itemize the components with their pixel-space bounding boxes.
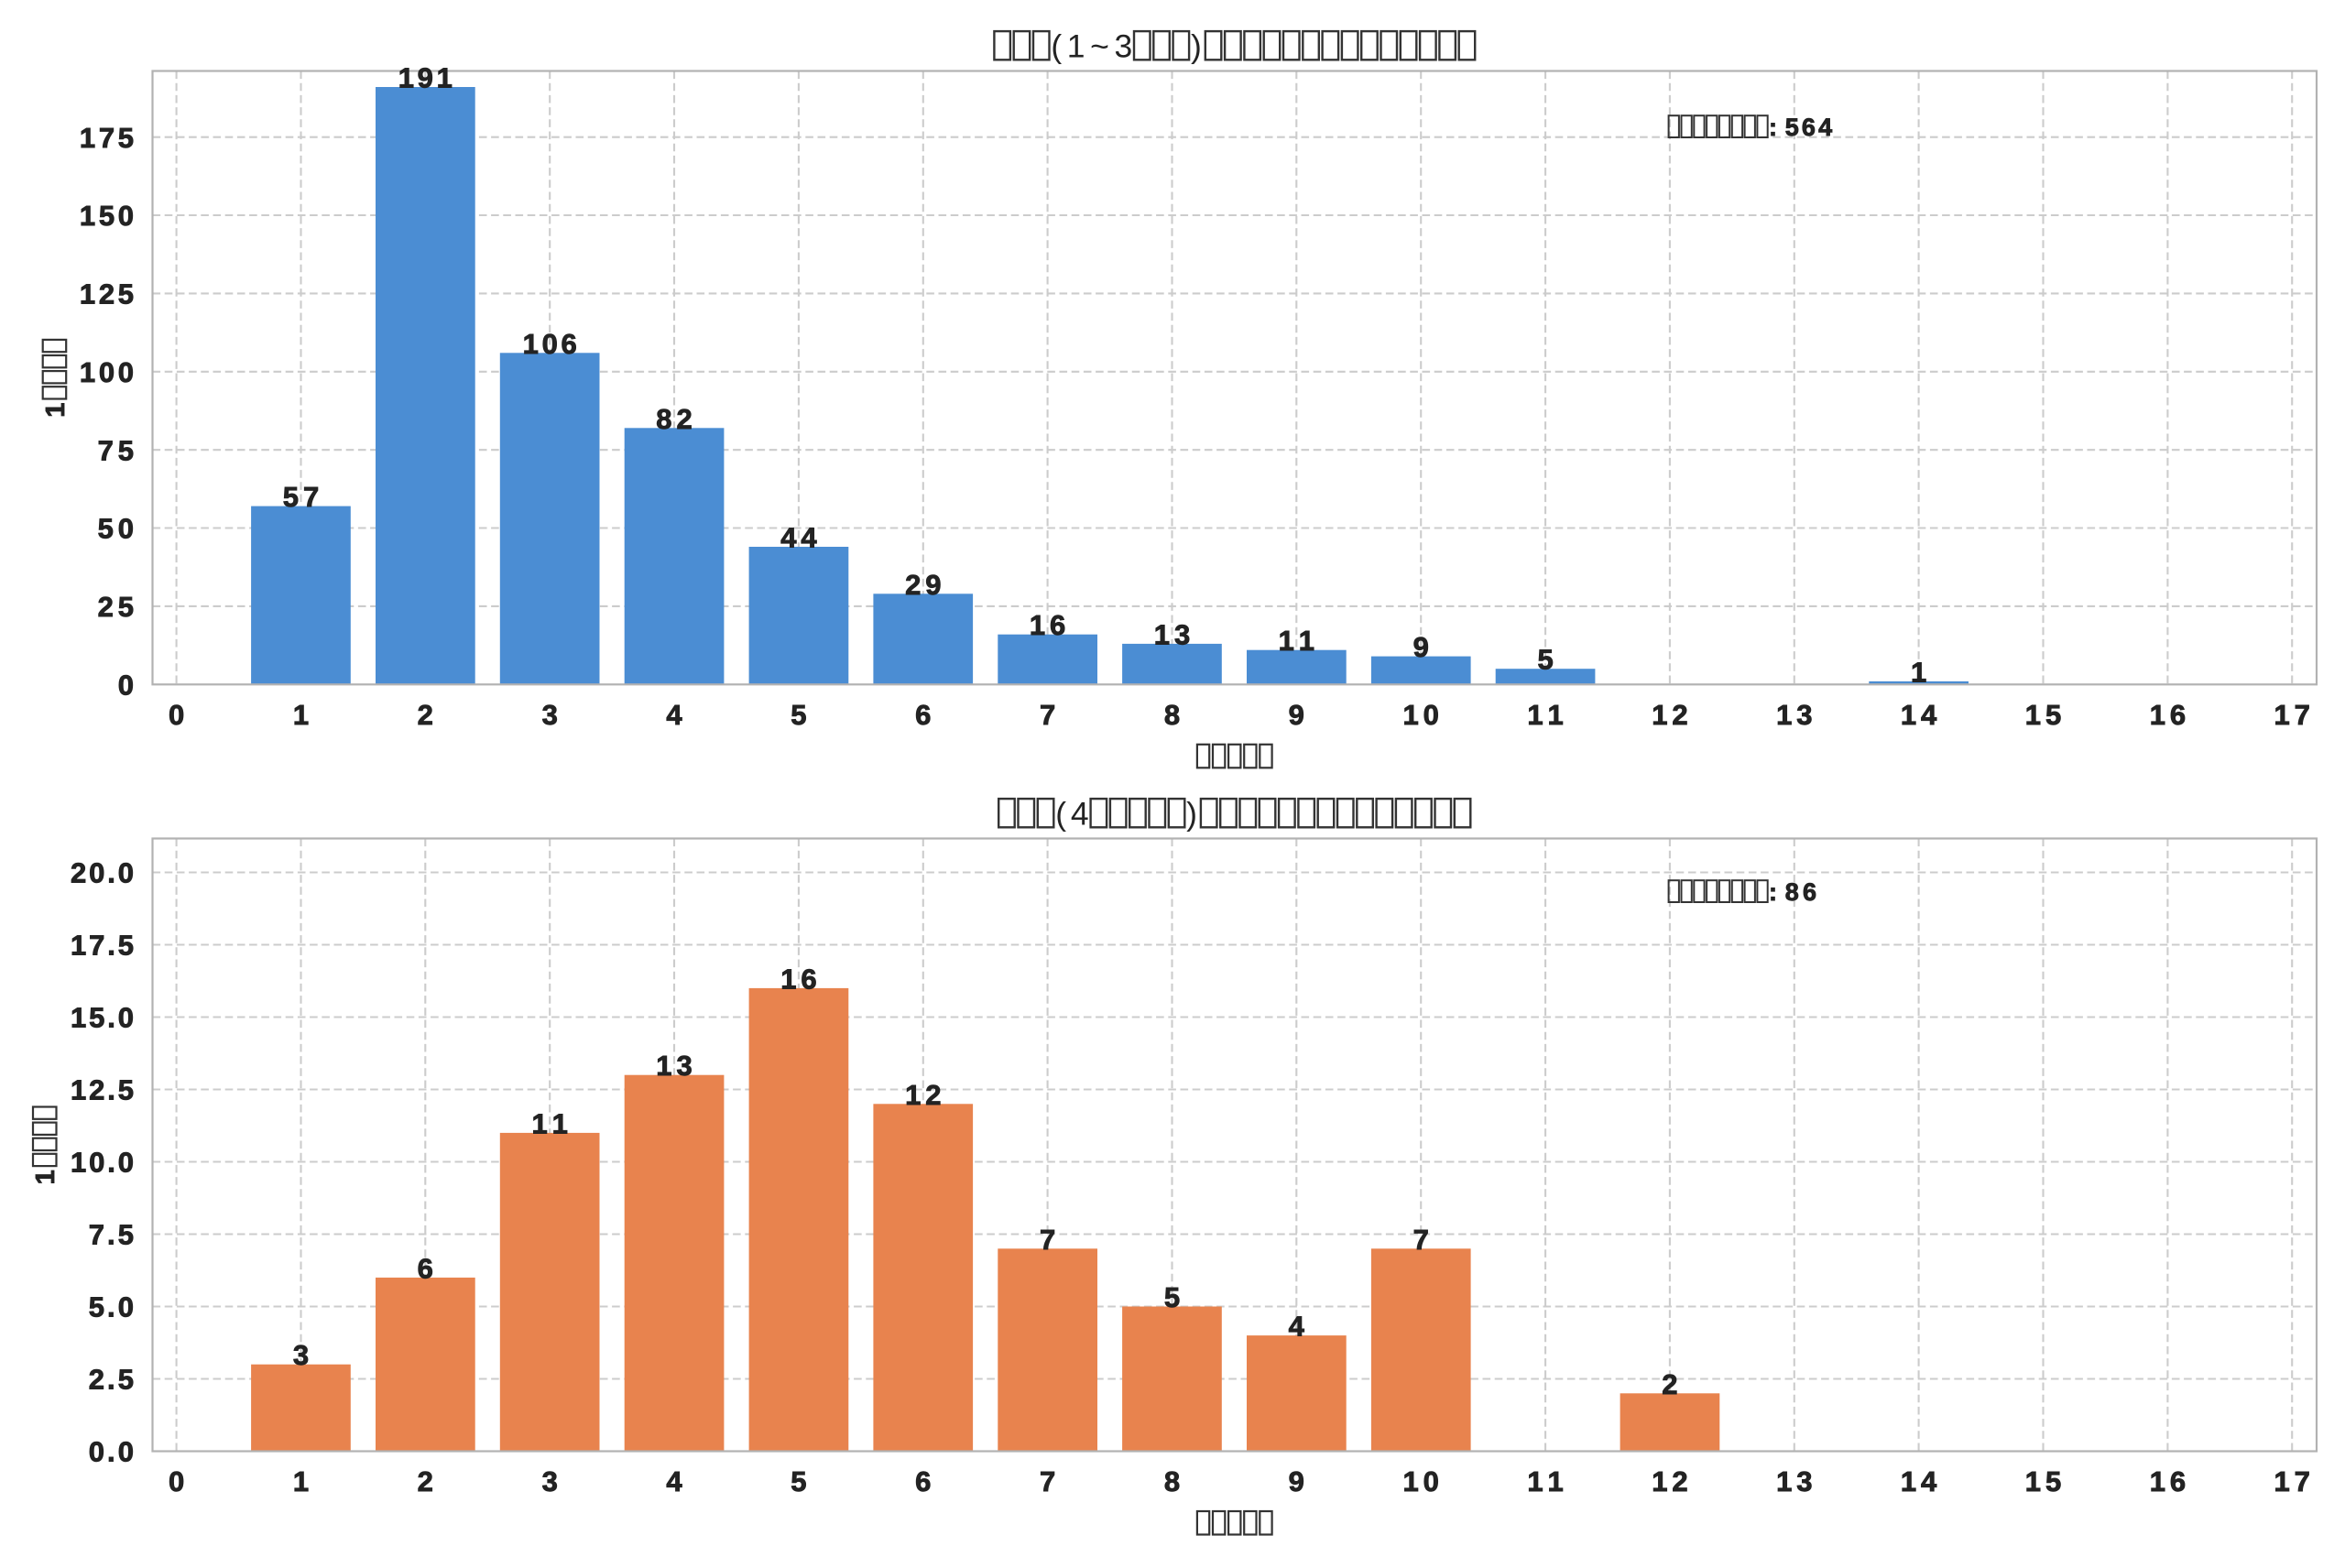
svg-text:0: 0 (169, 1465, 184, 1497)
svg-text:5.0: 5.0 (89, 1291, 134, 1323)
svg-text:15.0: 15.0 (71, 1002, 134, 1034)
svg-text::: : (1769, 114, 1777, 141)
svg-text:): ) (1186, 796, 1197, 833)
svg-text:10.0: 10.0 (71, 1147, 134, 1179)
svg-text:1: 1 (293, 1465, 309, 1497)
svg-text:6: 6 (915, 1465, 931, 1497)
svg-text:12.5: 12.5 (71, 1074, 134, 1106)
svg-text:1: 1 (31, 1170, 60, 1184)
svg-text:5: 5 (791, 1465, 806, 1497)
svg-text:9: 9 (1413, 631, 1429, 663)
svg-text:2: 2 (418, 699, 433, 731)
svg-text:3: 3 (542, 699, 558, 731)
svg-text:3: 3 (542, 1465, 558, 1497)
svg-text:9: 9 (1289, 1465, 1304, 1497)
svg-text:4: 4 (666, 1465, 682, 1497)
svg-text:150: 150 (80, 200, 134, 232)
svg-text:7: 7 (1040, 1465, 1055, 1497)
svg-text:191: 191 (398, 62, 453, 94)
svg-text:17.5: 17.5 (71, 930, 134, 962)
svg-text:5: 5 (1537, 644, 1553, 676)
svg-text:9: 9 (1289, 699, 1304, 731)
svg-text:8: 8 (1164, 699, 1180, 731)
svg-text:0: 0 (169, 699, 184, 731)
svg-text:4: 4 (666, 699, 682, 731)
svg-text:125: 125 (80, 278, 134, 310)
svg-text:7: 7 (1040, 699, 1055, 731)
svg-text::: : (1769, 878, 1777, 906)
svg-text:2: 2 (1662, 1368, 1677, 1400)
svg-text:7: 7 (1413, 1224, 1429, 1256)
svg-text:20.0: 20.0 (71, 857, 134, 889)
svg-text:6: 6 (915, 699, 931, 731)
svg-text:4: 4 (1289, 1311, 1305, 1343)
svg-text:6: 6 (418, 1252, 433, 1284)
svg-text:1: 1 (1911, 656, 1926, 688)
svg-text:7.5: 7.5 (89, 1219, 134, 1251)
svg-text:175: 175 (80, 122, 134, 154)
svg-text:0.0: 0.0 (89, 1436, 134, 1468)
svg-text:5: 5 (1164, 1281, 1180, 1313)
svg-text:8: 8 (1164, 1465, 1180, 1497)
svg-text:7: 7 (1040, 1224, 1055, 1256)
svg-text:5: 5 (791, 699, 806, 731)
svg-text:(4: (4 (1055, 796, 1088, 833)
svg-text:1: 1 (41, 403, 71, 418)
svg-text:3: 3 (293, 1339, 309, 1371)
svg-text:): ) (1191, 28, 1202, 65)
svg-text:564: 564 (1785, 114, 1833, 141)
svg-text:1: 1 (293, 699, 309, 731)
svg-text:106: 106 (523, 328, 577, 360)
svg-text:100: 100 (80, 356, 134, 388)
svg-text:2.5: 2.5 (89, 1364, 134, 1396)
svg-text:2: 2 (418, 1465, 433, 1497)
svg-text:0: 0 (118, 669, 134, 701)
